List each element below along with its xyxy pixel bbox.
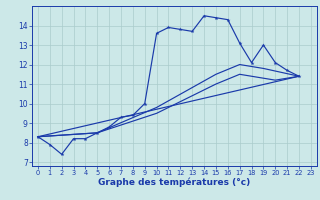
X-axis label: Graphe des températures (°c): Graphe des températures (°c) [98, 178, 251, 187]
